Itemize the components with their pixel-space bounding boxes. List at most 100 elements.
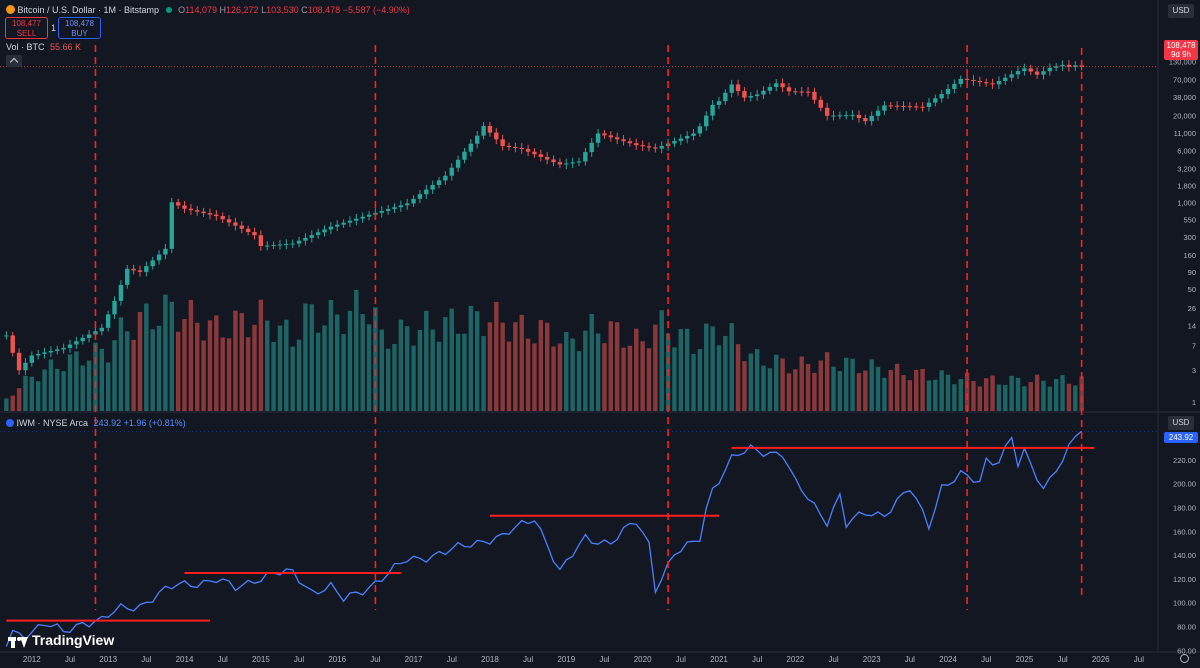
volume-bar <box>195 322 200 411</box>
volume-legend[interactable]: Vol · BTC 55.66 K <box>6 42 81 52</box>
candle <box>500 139 505 146</box>
btc-y-tick: 1 <box>1192 398 1196 407</box>
iwm-value: 243.92 <box>93 418 122 428</box>
candle <box>844 115 849 117</box>
iwm-y-tick: 100.00 <box>1173 599 1196 608</box>
candle <box>640 145 645 147</box>
volume-bar <box>971 380 976 411</box>
iwm-y-tick: 140.00 <box>1173 551 1196 560</box>
x-tick-label: 2017 <box>405 655 423 664</box>
x-tick-label: Jul <box>676 655 686 664</box>
symbol-header[interactable]: Bitcoin / U.S. Dollar · 1M · Bitstamp O1… <box>6 5 410 15</box>
x-tick-label: 2020 <box>634 655 652 664</box>
candle <box>513 146 518 149</box>
candle <box>494 132 499 140</box>
candle <box>112 300 117 315</box>
volume-bar <box>1066 383 1072 411</box>
volume-bar <box>347 310 353 411</box>
settings-gear-icon[interactable] <box>1180 654 1189 663</box>
candle <box>1060 64 1065 67</box>
collapse-legend-button[interactable] <box>6 55 22 67</box>
candle <box>277 244 283 246</box>
candle <box>455 159 461 168</box>
volume-bar <box>525 338 531 411</box>
volume-bar <box>67 354 73 411</box>
volume-bar <box>697 349 703 411</box>
candle <box>1034 71 1040 75</box>
candle <box>341 222 346 225</box>
volume-bar <box>105 362 111 411</box>
ohlc-high: H126,272 <box>219 5 259 15</box>
x-tick-label: Jul <box>218 655 228 664</box>
x-tick-label: 2018 <box>481 655 499 664</box>
ohlc-change: −5,587 (−4.90%) <box>342 5 410 15</box>
volume-bar <box>812 372 817 411</box>
volume-bar <box>258 299 264 411</box>
iwm-currency-button[interactable]: USD <box>1168 416 1194 430</box>
volume-bar <box>188 299 194 411</box>
buy-button[interactable]: 108,478 BUY <box>58 17 101 39</box>
candle <box>360 216 365 219</box>
tradingview-mark-icon <box>8 633 28 649</box>
candle <box>175 202 181 206</box>
candle <box>99 327 105 332</box>
currency-button[interactable]: USD <box>1168 4 1194 18</box>
candle <box>614 137 620 140</box>
candle <box>659 146 664 149</box>
volume-bar <box>10 395 15 411</box>
volume-bar <box>564 331 569 411</box>
volume-bar <box>125 331 130 411</box>
candle <box>544 156 550 160</box>
candle <box>156 254 162 261</box>
candle <box>971 79 976 82</box>
candle <box>481 125 486 136</box>
candle <box>93 331 98 335</box>
candle <box>812 91 817 100</box>
volume-bar <box>118 317 124 411</box>
candle <box>16 352 22 371</box>
candle <box>131 268 136 271</box>
candle <box>799 91 804 93</box>
candle <box>977 81 983 83</box>
volume-bar <box>920 368 925 411</box>
candle <box>748 96 753 98</box>
candle <box>672 141 677 144</box>
candle <box>1009 74 1014 78</box>
volume-bar <box>1041 380 1046 411</box>
sell-button[interactable]: 108,477 SELL <box>5 17 48 39</box>
iwm-y-tick: 80.00 <box>1177 623 1196 632</box>
volume-bar <box>1053 379 1059 411</box>
candle <box>984 82 989 84</box>
btc-y-tick: 50 <box>1188 285 1196 294</box>
candle <box>818 99 823 108</box>
candle <box>882 105 887 111</box>
iwm-title: IWM · NYSE Arca <box>16 418 89 428</box>
volume-bar <box>1034 374 1040 411</box>
candle <box>684 135 690 139</box>
x-tick-label: 2014 <box>176 655 194 664</box>
candle <box>430 184 435 190</box>
candle <box>519 148 524 150</box>
candle <box>144 266 149 272</box>
iwm-header[interactable]: IWM · NYSE Arca 243.92 +1.96 (+0.81%) <box>6 418 186 428</box>
ohlc-close: C108,478 <box>301 5 341 15</box>
candle <box>958 78 963 84</box>
volume-bar <box>201 340 206 411</box>
volume-bar <box>882 377 887 411</box>
candle <box>602 133 607 136</box>
candle <box>805 91 811 93</box>
btc-y-tick: 160 <box>1183 251 1196 260</box>
volume-bar <box>93 342 98 411</box>
iwm-price-tag: 243.92 <box>1164 432 1198 443</box>
spread-value: 1 <box>51 23 57 33</box>
x-tick-label: Jul <box>752 655 762 664</box>
candle <box>837 115 843 117</box>
volume-bar <box>710 326 715 411</box>
volume-bar <box>335 314 340 411</box>
volume-bar <box>48 359 54 411</box>
volume-bar <box>214 315 219 411</box>
volume-bar <box>265 320 270 411</box>
x-tick-label: 2023 <box>863 655 881 664</box>
volume-bar <box>875 366 881 411</box>
candle <box>449 167 454 176</box>
